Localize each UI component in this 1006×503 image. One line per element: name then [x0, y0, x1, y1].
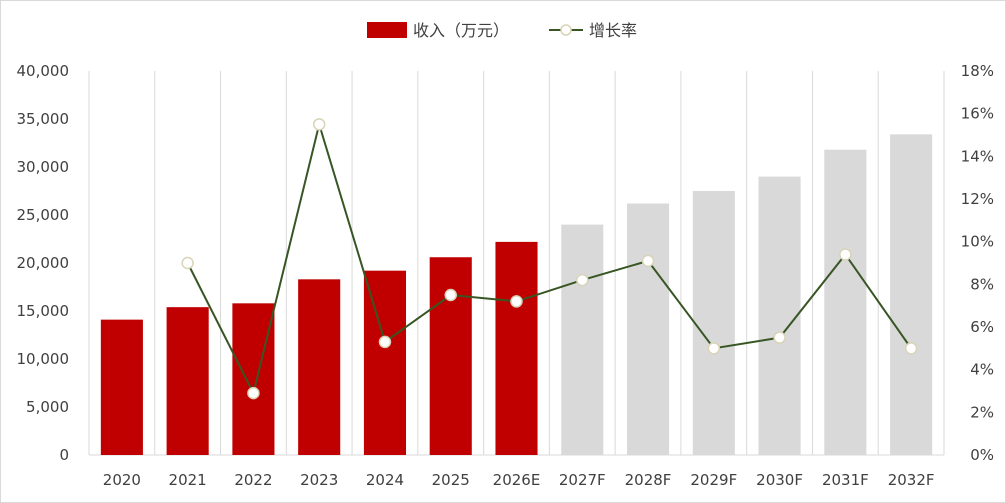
left-tick-label: 30,000 [17, 158, 70, 176]
right-tick-label: 4% [970, 361, 994, 379]
right-tick-label: 6% [970, 318, 994, 336]
x-tick-label: 2023 [300, 471, 338, 489]
left-axis: 0 5,000 10,000 15,000 20,000 25,000 30,000 35,0… [17, 62, 70, 464]
revenue-bar-2032F [890, 134, 933, 456]
x-tick-label: 2025 [432, 471, 470, 489]
growth-point-2028F [641, 254, 655, 268]
right-tick-label: 8% [970, 275, 994, 293]
x-tick-label: 2030F [756, 471, 803, 489]
left-tick-label: 20,000 [17, 254, 70, 272]
growth-point-2031F [839, 248, 852, 261]
left-tick-label: 35,000 [17, 110, 70, 128]
legend-swatch-growth-marker [560, 24, 572, 36]
left-tick-label: 10,000 [17, 350, 70, 368]
revenue-bar-2030F [758, 176, 801, 455]
legend-swatch-revenue [367, 22, 407, 38]
growth-line-path [186, 120, 912, 396]
right-tick-label: 10% [961, 233, 994, 251]
growth-point-2032F [904, 342, 918, 355]
x-tick-label: 2029F [690, 471, 737, 489]
legend-label-growth: 增长率 [589, 21, 637, 40]
x-tick-label: 2022 [234, 471, 272, 489]
revenue-bar-2031F [824, 149, 867, 455]
gridlines [88, 71, 945, 456]
growth-point-2029F [707, 342, 721, 355]
growth-point-2025 [444, 288, 457, 302]
x-tick-label: 2032F [888, 471, 935, 489]
x-tick-label: 2021 [169, 471, 207, 489]
x-tick-label: 2024 [366, 471, 404, 489]
revenue-bar-2025 [429, 257, 472, 455]
x-tick-label: 2031F [822, 471, 869, 489]
revenue-bar-2029F [692, 191, 735, 455]
left-tick-label: 15,000 [17, 302, 70, 320]
growth-point-2027F [576, 273, 589, 287]
right-tick-label: 2% [970, 403, 994, 421]
left-tick-label: 5,000 [26, 398, 69, 416]
revenue-bar-2021 [166, 307, 209, 455]
right-tick-label: 12% [961, 190, 994, 208]
x-axis: 2020 2021 2022 2023 2024 2025 2026E 2027F 2028F 2… [103, 471, 935, 489]
growth-point-2030F [773, 331, 786, 344]
left-tick-label: 25,000 [17, 206, 70, 224]
growth-line [181, 118, 918, 400]
right-axis: 0% 2% 4% 6% 8% 10% 12% 14% 16% 18% [961, 62, 994, 464]
legend: 收入（万元） 增长率 [367, 21, 637, 40]
x-tick-label: 2027F [559, 471, 606, 489]
left-tick-label: 0 [59, 446, 69, 464]
revenue-bar-2020 [100, 319, 143, 455]
growth-point-2026E [510, 295, 523, 308]
revenue-bars [100, 134, 933, 456]
x-tick-label: 2026E [493, 471, 541, 489]
right-tick-label: 0% [970, 446, 994, 464]
left-tick-label: 40,000 [17, 62, 70, 80]
revenue-bar-2026E [495, 241, 538, 455]
revenue-bar-2028F [626, 203, 670, 455]
growth-point-2022 [247, 386, 260, 400]
revenue-bar-2027F [561, 224, 604, 455]
right-tick-label: 14% [961, 147, 994, 165]
revenue-bar-2024 [363, 270, 407, 455]
growth-point-2023 [312, 118, 326, 131]
x-tick-label: 2020 [103, 471, 141, 489]
right-tick-label: 16% [961, 105, 994, 123]
legend-label-revenue: 收入（万元） [413, 21, 509, 40]
right-tick-label: 18% [961, 62, 994, 80]
revenue-bar-2022 [232, 303, 275, 455]
revenue-bar-2023 [298, 279, 341, 455]
growth-point-2024 [378, 335, 392, 349]
x-tick-label: 2028F [625, 471, 672, 489]
growth-point-2021 [181, 256, 194, 270]
